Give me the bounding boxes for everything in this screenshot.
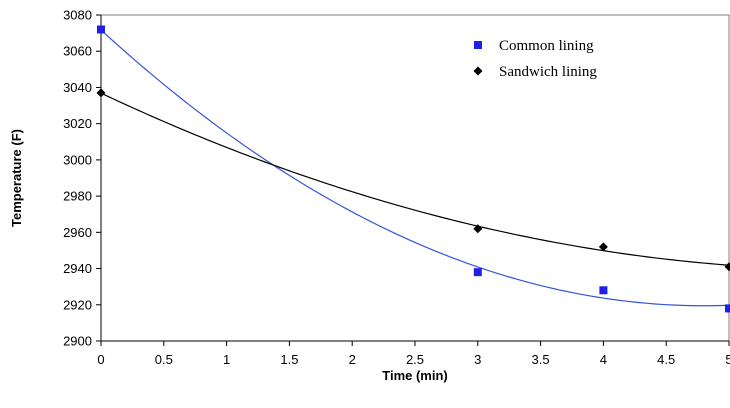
x-tick-label: 1 — [223, 352, 230, 367]
data-point-series-2 — [724, 262, 730, 272]
y-tick-label: 3000 — [63, 152, 92, 167]
data-point-series-1 — [599, 286, 608, 295]
data-point-series-1 — [473, 268, 482, 277]
y-axis-title: Temperature (F) — [9, 129, 24, 227]
y-tick-label: 3080 — [63, 8, 92, 23]
legend-marker-series-2 — [473, 66, 483, 76]
x-tick-label: 1.5 — [280, 352, 298, 367]
x-tick-label: 0 — [97, 352, 104, 367]
data-point-series-1 — [97, 25, 105, 34]
y-tick-label: 3060 — [63, 44, 92, 59]
legend-marker-series-1 — [474, 41, 482, 49]
x-tick-label: 3 — [474, 352, 481, 367]
x-tick-label: 0.5 — [155, 352, 173, 367]
trendline-series-1 — [100, 29, 730, 307]
y-tick-label: 2980 — [63, 189, 92, 204]
x-tick-label: 4.5 — [657, 352, 675, 367]
x-tick-label: 3.5 — [532, 352, 550, 367]
y-tick-label: 2920 — [63, 297, 92, 312]
data-point-series-2 — [96, 88, 106, 98]
y-tick-label: 2960 — [63, 225, 92, 240]
x-axis-title: Time (min) — [382, 368, 448, 383]
legend-label-series-1: Common lining — [499, 38, 594, 54]
data-point-series-2 — [473, 224, 483, 234]
y-tick-label: 3040 — [63, 80, 92, 95]
x-tick-label: 2.5 — [406, 352, 424, 367]
x-tick-label: 2 — [349, 352, 356, 367]
x-tick-label: 4 — [600, 352, 607, 367]
x-tick-label: 5 — [725, 352, 730, 367]
plot-area-frame — [100, 14, 730, 342]
y-tick-label: 2940 — [63, 261, 92, 276]
data-point-series-2 — [598, 242, 608, 252]
y-tick-label: 2900 — [63, 334, 92, 349]
trendline-series-2 — [100, 92, 730, 266]
y-tick-label: 3020 — [63, 116, 92, 131]
data-point-series-1 — [725, 304, 730, 313]
legend-label-series-2: Sandwich lining — [499, 64, 597, 80]
